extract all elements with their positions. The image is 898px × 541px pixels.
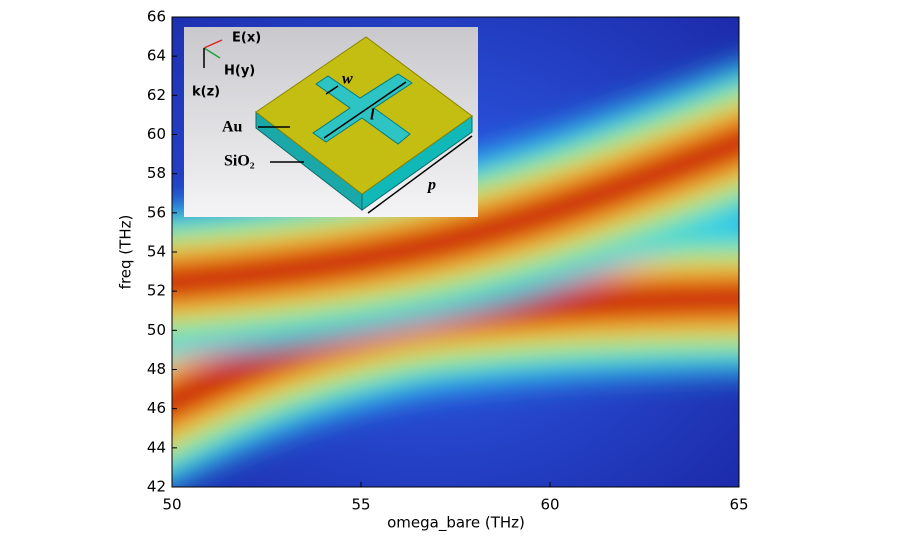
y-tick-label: 54 — [147, 243, 166, 261]
y-tick-label: 48 — [147, 360, 166, 378]
y-tick-label: 56 — [147, 203, 166, 221]
y-axis-label: freq (THz) — [117, 215, 135, 290]
inset-label: l — [370, 107, 375, 124]
x-tick-label: 50 — [162, 496, 181, 514]
cross-slot — [312, 73, 413, 145]
dimension-arrows — [203, 39, 473, 214]
inset-label: k(z) — [192, 85, 220, 100]
y-tick-label: 50 — [147, 321, 166, 339]
y-tick-label: 62 — [147, 86, 166, 104]
y-tick-label: 42 — [147, 478, 166, 496]
inset-label: w — [342, 71, 353, 88]
band — [172, 134, 739, 291]
y-tick-label: 46 — [147, 399, 166, 417]
y-tick-label: 58 — [147, 164, 166, 182]
y-tick-label: 60 — [147, 125, 166, 143]
inset-label: p — [426, 177, 436, 194]
inset-label: Au — [222, 119, 243, 136]
x-tick-label: 55 — [351, 496, 370, 514]
inset: E(x) H(y) k(z) Au SiO₂ w l p — [184, 27, 478, 217]
y-tick-label: 64 — [147, 47, 166, 65]
inset-label: SiO₂ — [224, 153, 255, 170]
y-tick-label: 66 — [147, 8, 166, 26]
heatmap-field — [172, 17, 739, 487]
y-tick-label: 52 — [147, 282, 166, 300]
x-tick-label: 60 — [540, 496, 559, 514]
inset-label: H(y) — [224, 64, 255, 79]
x-axis-label: omega_bare (THz) — [387, 514, 525, 533]
inset-label: E(x) — [232, 31, 261, 46]
y-tick-label: 44 — [147, 438, 166, 456]
x-tick-label: 65 — [729, 496, 748, 514]
